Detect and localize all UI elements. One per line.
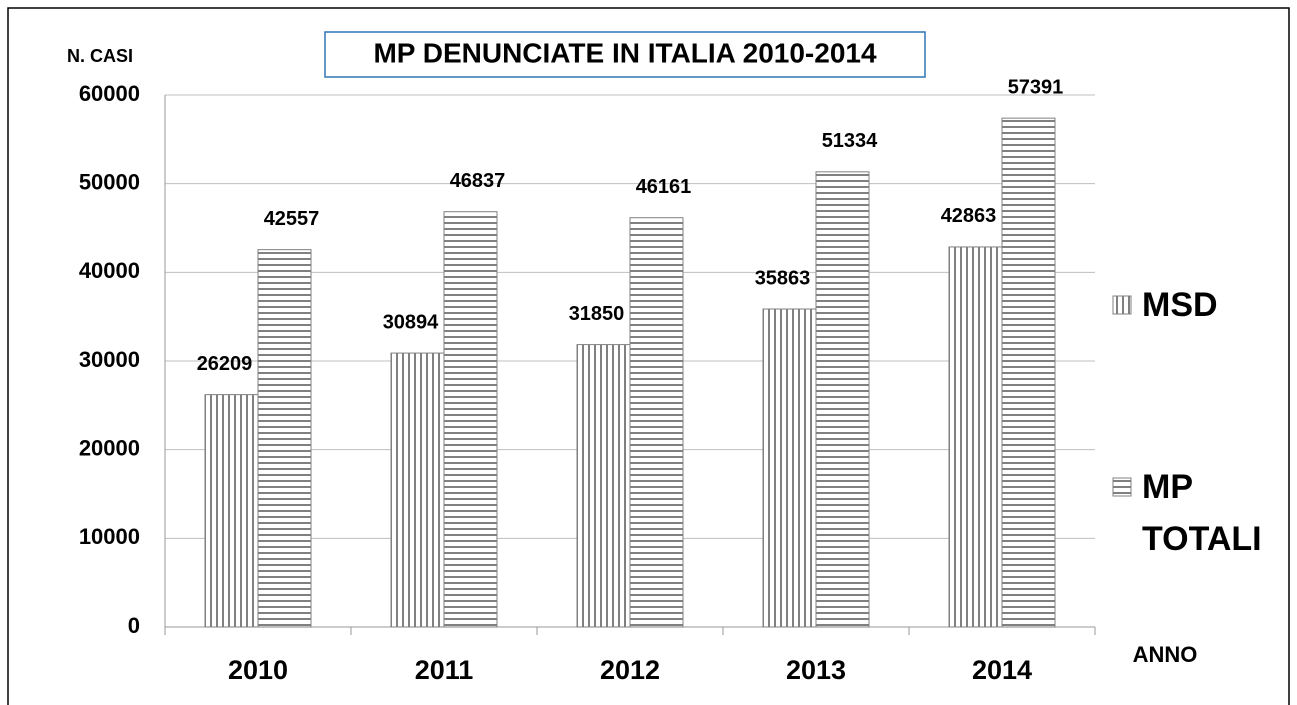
- x-tick-label: 2010: [228, 655, 288, 685]
- data-label: 46161: [636, 176, 692, 198]
- data-label: 30894: [383, 311, 439, 333]
- legend-label: MP TOTALI: [1142, 468, 1262, 558]
- bar: [629, 217, 684, 628]
- data-label: 46837: [450, 170, 506, 192]
- y-axis-label: N. CASI: [67, 46, 133, 66]
- bar: [443, 211, 498, 628]
- data-label: 31850: [569, 303, 625, 325]
- chart-title: MP DENUNCIATE IN ITALIA 2010-2014: [373, 37, 877, 68]
- bar: [762, 308, 817, 628]
- x-tick-label: 2012: [600, 655, 660, 685]
- data-label: 42557: [264, 208, 320, 230]
- y-tick-label: 40000: [79, 258, 140, 283]
- x-axis-label: ANNO: [1133, 642, 1198, 667]
- y-tick-label: 10000: [79, 524, 140, 549]
- legend-swatch: [1112, 295, 1132, 315]
- data-label: 35863: [755, 267, 811, 289]
- y-tick-label: 60000: [79, 81, 140, 106]
- title-box: [324, 31, 926, 78]
- x-tick-label: 2014: [972, 655, 1032, 685]
- y-tick-label: 50000: [79, 169, 140, 194]
- y-tick-label: 20000: [79, 435, 140, 460]
- bar: [576, 344, 631, 628]
- bar: [1001, 117, 1056, 628]
- y-tick-label: 30000: [79, 347, 140, 372]
- data-label: 51334: [822, 130, 878, 152]
- data-label: 42863: [941, 205, 997, 227]
- bar: [390, 352, 445, 628]
- bar: [948, 246, 1003, 628]
- data-label: 57391: [1008, 76, 1064, 98]
- bar: [815, 171, 870, 628]
- y-tick-label: 0: [128, 613, 140, 638]
- legend-swatch: [1112, 477, 1132, 497]
- frame: [7, 7, 1290, 705]
- legend-label: MSD: [1142, 286, 1218, 324]
- x-tick-label: 2013: [786, 655, 846, 685]
- x-tick-label: 2011: [415, 655, 474, 685]
- bar: [257, 249, 312, 628]
- data-label: 26209: [197, 353, 253, 375]
- bar: [204, 394, 259, 628]
